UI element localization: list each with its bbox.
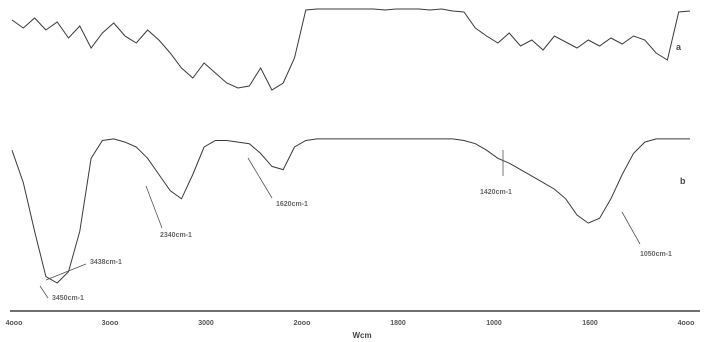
peak-annotation-label: 1620cm-1	[276, 201, 308, 208]
annotation-leader	[247, 157, 273, 199]
peak-annotation-label: 2340cm-1	[160, 232, 192, 239]
x-tick-label: 4ooo	[6, 320, 23, 327]
spectrum-b: b 3450cm-1 3438cm-1 2340cm-1 1620cm-1 1420cm…	[11, 138, 690, 302]
peak-annotation-label: 1050cm-1	[640, 251, 672, 258]
series-line-a	[11, 8, 691, 91]
peak-annotations: 3450cm-1 3438cm-1 2340cm-1 1620cm-1 1420cm-1…	[39, 150, 672, 302]
annotation-leader	[621, 211, 641, 245]
x-tick-label: 1600	[582, 320, 598, 327]
spectrum-a: a	[11, 8, 691, 91]
x-tick-label: 2ooo	[294, 320, 311, 327]
peak-annotation-label: 3438cm-1	[90, 259, 122, 266]
panel-label-a: a	[676, 42, 682, 52]
annotation-leader	[145, 185, 163, 229]
x-tick-label: 1800	[390, 320, 406, 327]
series-line-b	[11, 138, 690, 284]
x-tick-label: 3000	[198, 320, 214, 327]
x-tick-label: 3ooo	[102, 320, 119, 327]
annotation-leader	[39, 285, 49, 299]
annotation-leader	[45, 263, 87, 281]
x-axis-label: Wcm	[352, 331, 371, 340]
x-axis-ticks: 4ooo 3ooo 3000 2ooo 1800 1000 1600 4ooo	[6, 320, 695, 327]
x-tick-label: 1000	[486, 320, 502, 327]
x-tick-label: 4ooo	[678, 320, 695, 327]
peak-annotation-label: 1420cm-1	[480, 189, 512, 196]
panel-label-b: b	[680, 176, 686, 186]
peak-annotation-label: 3450cm-1	[52, 295, 84, 302]
